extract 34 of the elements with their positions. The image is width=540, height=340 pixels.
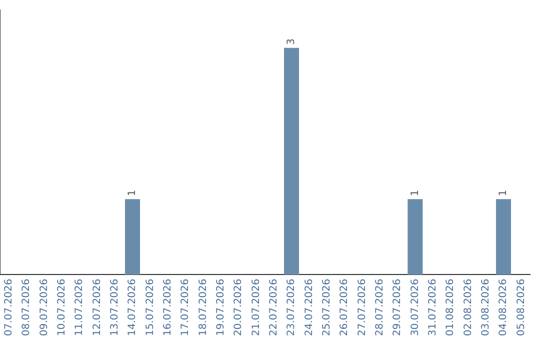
x-tick-label: 20.07.2026 xyxy=(233,278,244,336)
x-tick-label: 03.08.2026 xyxy=(480,278,492,336)
x-tick-label: 25.07.2026 xyxy=(321,278,332,336)
data-label: 1 xyxy=(410,190,421,196)
x-tick-label: 04.08.2026 xyxy=(498,278,510,336)
x-tick-label: 02.08.2026 xyxy=(462,278,474,336)
x-tick-label: 23.07.2026 xyxy=(286,278,298,336)
x-tick-label: 15.07.2026 xyxy=(144,278,156,336)
x-tick-label: 14.07.2026 xyxy=(127,278,138,336)
x-tick-label: 07.07.2026 xyxy=(3,278,14,336)
x-tick-label: 11.07.2026 xyxy=(74,278,86,336)
x-tick-label: 26.07.2026 xyxy=(339,278,350,336)
x-tick-label: 29.07.2026 xyxy=(392,278,404,336)
x-tick-label: 01.08.2026 xyxy=(445,278,456,336)
x-tick-label: 27.07.2026 xyxy=(356,278,368,336)
x-tick-label: 12.07.2026 xyxy=(92,278,103,336)
x-tick-label: 09.07.2026 xyxy=(38,278,50,336)
x-tick-label: 30.07.2026 xyxy=(410,278,421,336)
x-tick-label: 16.07.2026 xyxy=(162,278,174,336)
data-label: 1 xyxy=(498,190,510,196)
data-label: 1 xyxy=(127,190,138,196)
x-tick-label: 10.07.2026 xyxy=(56,278,68,336)
x-tick-label: 18.07.2026 xyxy=(198,278,209,336)
x-tick-label: 21.07.2026 xyxy=(250,278,262,336)
x-tick-label: 24.07.2026 xyxy=(304,278,315,336)
x-tick-label: 05.08.2026 xyxy=(516,278,527,336)
x-tick-label: 13.07.2026 xyxy=(109,278,120,336)
data-label: 3 xyxy=(286,38,298,45)
x-tick-label: 31.07.2026 xyxy=(427,278,438,336)
x-tick-label: 08.07.2026 xyxy=(21,278,32,336)
x-tick-label: 28.07.2026 xyxy=(374,278,386,336)
x-tick-label: 17.07.2026 xyxy=(180,278,192,336)
x-tick-label: 22.07.2026 xyxy=(268,278,280,336)
x-tick-label: 19.07.2026 xyxy=(215,278,226,336)
